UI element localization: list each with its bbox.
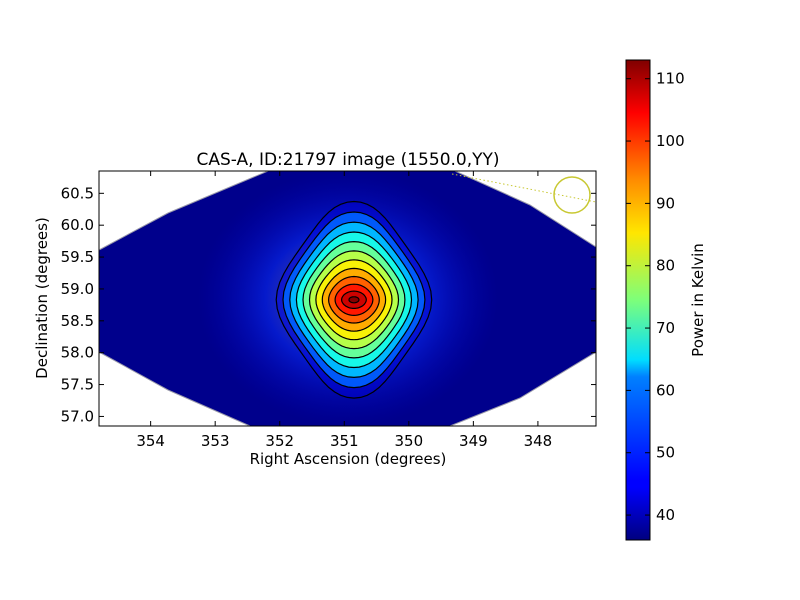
colorbar-label: Power in Kelvin [689, 243, 707, 357]
colorbar-tick-label: 100 [656, 132, 685, 150]
x-tick-label: 354 [136, 432, 165, 450]
y-tick-label: 60.0 [61, 216, 94, 234]
colorbar-tick-label: 80 [656, 257, 675, 275]
plot-frame [98, 170, 597, 427]
y-tick-label: 58.0 [61, 344, 94, 362]
colorbar-tick-label: 50 [656, 444, 675, 462]
colorbar [625, 59, 651, 541]
colorbar-tick-label: 40 [656, 506, 675, 524]
colorbar-tick-label: 60 [656, 381, 675, 399]
y-tick-label: 57.5 [61, 376, 94, 394]
x-tick-label: 353 [201, 432, 230, 450]
colorbar-tick-label: 70 [656, 319, 675, 337]
y-tick-label: 59.0 [61, 280, 94, 298]
contour-layer [275, 200, 433, 399]
x-axis: 354 353 352 351 350 349 348 [136, 171, 552, 450]
colorbar-tick-label: 110 [656, 70, 685, 88]
x-tick-label: 348 [524, 432, 553, 450]
y-tick-label: 60.5 [61, 184, 94, 202]
colorbar-tick-label: 90 [656, 194, 675, 212]
y-tick-label: 59.5 [61, 248, 94, 266]
x-tick-label: 352 [265, 432, 294, 450]
y-axis-label: Declination (degrees) [33, 217, 51, 379]
y-tick-label: 58.5 [61, 312, 94, 330]
x-axis-label: Right Ascension (degrees) [250, 450, 447, 468]
y-tick-label: 57.0 [61, 407, 94, 425]
x-tick-label: 349 [459, 432, 488, 450]
y-axis: 57.0 57.5 58.0 58.5 59.0 59.5 60.0 60.5 [61, 184, 596, 425]
colorbar-ticks: 40 50 60 70 80 90 100 110 [626, 70, 685, 524]
x-tick-label: 351 [330, 432, 359, 450]
x-tick-label: 350 [394, 432, 423, 450]
beam-leader-line [451, 173, 596, 203]
beam-circle [553, 176, 591, 214]
chart-title: CAS-A, ID:21797 image (1550.0,YY) [196, 150, 499, 170]
contour-level [348, 296, 360, 304]
